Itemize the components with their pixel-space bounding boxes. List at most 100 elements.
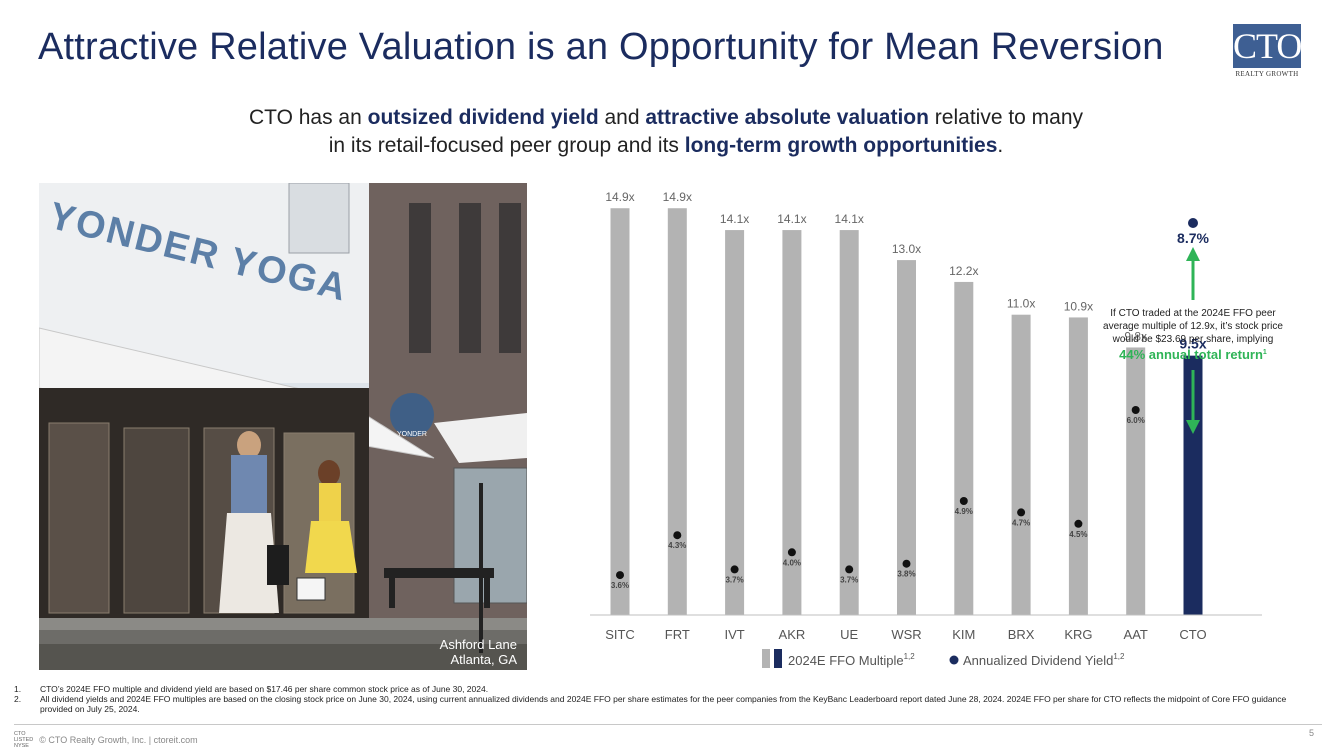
bar-ue — [839, 230, 859, 615]
footer: CTO LISTED NYSE © CTO Realty Growth, Inc… — [14, 731, 198, 749]
bar-label-kim: 12.2x — [949, 264, 978, 278]
yield-dot-ue — [845, 565, 854, 574]
annotation-line2: average multiple of 12.9x, it’s stock pr… — [1103, 321, 1283, 332]
x-label-ivt: IVT — [724, 627, 744, 642]
return-annotation: If CTO traded at the 2024E FFO peer aver… — [1103, 308, 1283, 362]
annotation-line3: would be $23.69 per share, implying — [1112, 334, 1274, 345]
yield-label-sitc: 3.6% — [611, 581, 629, 590]
photo-caption-line1: Ashford Lane — [440, 637, 517, 652]
x-label-sitc: SITC — [605, 627, 635, 642]
bar-label-sitc: 14.9x — [605, 190, 634, 204]
x-label-krg: KRG — [1064, 627, 1092, 642]
yield-label-kim: 4.9% — [955, 507, 973, 516]
yield-dot-frt — [673, 531, 682, 540]
x-label-aat: AAT — [1124, 627, 1148, 642]
x-label-wsr: WSR — [891, 627, 921, 642]
yield-label-frt: 4.3% — [668, 541, 686, 550]
yield-dot-akr — [787, 548, 796, 557]
legend-dot-marker — [949, 655, 959, 665]
yield-label-akr: 4.0% — [783, 558, 801, 567]
subtitle-text-4: in its retail-focused peer group and its — [328, 134, 685, 157]
bar-akr — [782, 230, 802, 615]
subtitle-bold-3: long-term growth opportunities — [684, 134, 998, 157]
footnotes: 1. CTO’s 2024E FFO multiple and dividend… — [14, 684, 1314, 714]
return-footnote-ref: 1 — [1263, 349, 1267, 356]
badge-line2: LISTED — [14, 737, 34, 743]
bar-label-ivt: 14.1x — [720, 212, 749, 226]
legend-ffo-label: 2024E FFO Multiple1,2 — [788, 652, 915, 668]
footnote-2-num: 2. — [14, 694, 22, 704]
return-highlight: 44% annual total return — [1119, 347, 1263, 362]
yield-dot-wsr — [902, 559, 911, 568]
subtitle: CTO has an outsized dividend yield and a… — [130, 104, 1202, 160]
storefront-illustration: YONDER YOGA YONDER Ashford Lane A — [39, 183, 527, 670]
bar-brx — [1011, 314, 1031, 615]
yield-label-wsr: 3.8% — [897, 570, 915, 579]
x-label-ue: UE — [840, 627, 858, 642]
legend-yield-label: Annualized Dividend Yield1,2 — [963, 652, 1125, 668]
bar-label-brx: 11.0x — [1007, 297, 1035, 311]
bar-label-akr: 14.1x — [777, 212, 806, 226]
badge-line3: NYSE — [14, 743, 29, 749]
yield-label-aat: 6.0% — [1127, 416, 1145, 425]
subtitle-text-3: relative to many — [928, 106, 1084, 129]
yield-dot-ivt — [730, 565, 739, 574]
yield-dot-brx — [1017, 508, 1026, 517]
upward-arrow — [1186, 247, 1200, 300]
logo-subtext: REALTY GROWTH — [1235, 70, 1299, 78]
yield-label-brx: 4.7% — [1012, 518, 1030, 527]
footer-copyright: © CTO Realty Growth, Inc. | ctoreit.com — [39, 735, 198, 745]
footnote-2-text: All dividend yields and 2024E FFO multip… — [40, 694, 1287, 714]
chart-legend: 2024E FFO Multiple1,2 Annualized Dividen… — [762, 649, 1125, 668]
x-label-kim: KIM — [952, 627, 975, 642]
subtitle-text-5: . — [997, 134, 1004, 157]
legend-ffo-text: 2024E FFO Multiple — [788, 653, 904, 668]
badge-line1: CTO — [14, 731, 26, 737]
legend-cto-swatch — [774, 649, 782, 668]
bar-value-labels: 14.9x 14.9x 14.1x 14.1x 14.1x 13.0x 12.2x 11.0x… — [605, 190, 1207, 351]
footnote-2: 2. All dividend yields and 2024E FFO mul… — [14, 694, 1314, 714]
bar-label-aat: 9.8x — [1124, 329, 1147, 343]
subtitle-text-1: CTO has an — [248, 106, 368, 129]
cto-logo: CTO REALTY GROWTH — [1233, 24, 1302, 80]
page-title: Attractive Relative Valuation is an Oppo… — [38, 26, 1164, 68]
bar-ivt — [725, 230, 745, 615]
yield-label-cto: 8.7% — [1177, 230, 1209, 246]
footer-divider — [14, 724, 1322, 725]
logo-mark: CTO — [1233, 24, 1302, 68]
annotation-return: 44% annual total return1 — [1119, 347, 1267, 362]
nyse-listed-badge: CTO LISTED NYSE — [14, 731, 33, 749]
bar-krg — [1068, 317, 1088, 615]
subtitle-bold-1: outsized dividend yield — [367, 106, 599, 129]
yield-label-ivt: 3.7% — [725, 575, 743, 584]
storefront-photo: YONDER YOGA YONDER Ashford Lane A — [39, 183, 527, 670]
yield-label-krg: 4.5% — [1069, 530, 1087, 539]
yield-dot-sitc — [616, 571, 624, 580]
photo-caption-line2: Atlanta, GA — [451, 652, 518, 667]
bar-wsr — [897, 260, 916, 615]
legend-peer-swatch — [762, 649, 770, 668]
footnote-1-text: CTO’s 2024E FFO multiple and dividend yi… — [40, 684, 489, 694]
x-label-cto: CTO — [1179, 627, 1206, 642]
yield-label-ue: 3.7% — [840, 575, 858, 584]
legend-ffo-sup: 1,2 — [904, 652, 916, 661]
bar-label-ue: 14.1x — [835, 212, 864, 226]
legend-yield-text: Annualized Dividend Yield — [963, 653, 1113, 668]
bar-label-frt: 14.9x — [663, 190, 692, 204]
annotation-line1: If CTO traded at the 2024E FFO peer — [1110, 308, 1276, 319]
bar-aat — [1126, 347, 1146, 615]
legend-yield-sup: 1,2 — [1113, 652, 1125, 661]
bar-label-wsr: 13.0x — [892, 242, 921, 256]
valuation-chart: 14.9x 14.9x 14.1x 14.1x 14.1x 13.0x 12.2x 11.0x… — [590, 190, 1283, 668]
dividend-yield-dots — [616, 218, 1198, 580]
hanging-sign: YONDER — [397, 431, 427, 438]
x-axis-tick-labels: SITC FRT IVT AKR UE WSR KIM BRX KRG AAT CTO — [605, 627, 1206, 642]
subtitle-bold-2: attractive absolute valuation — [645, 106, 929, 129]
footnote-1: 1. CTO’s 2024E FFO multiple and dividend… — [14, 684, 1314, 694]
x-label-akr: AKR — [779, 627, 806, 642]
page-number: 5 — [1309, 728, 1315, 738]
downward-arrow — [1186, 370, 1200, 434]
yield-dot-kim — [959, 497, 968, 505]
footnote-1-num: 1. — [14, 684, 22, 694]
bar-sitc — [610, 208, 630, 616]
